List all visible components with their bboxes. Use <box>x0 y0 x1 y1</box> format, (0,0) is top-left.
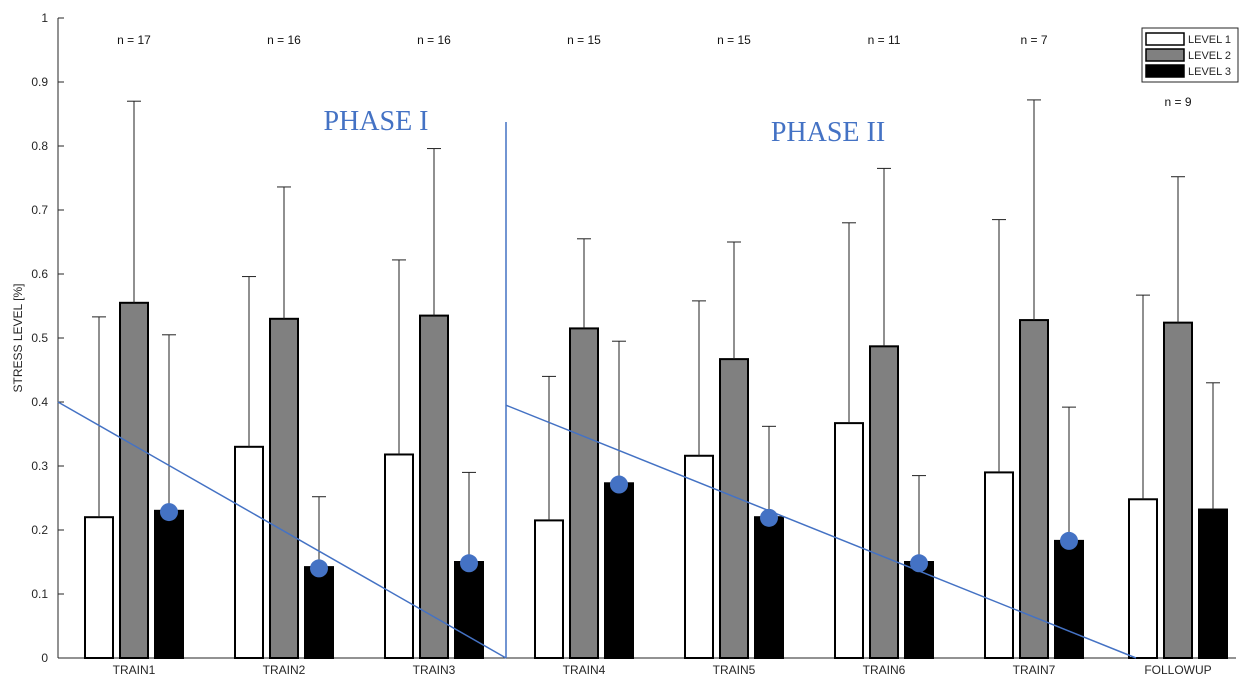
x-tick-label: TRAIN7 <box>1013 663 1056 677</box>
bar-level-1-train7 <box>984 471 1014 659</box>
y-tick-label: 0.7 <box>31 203 48 217</box>
bar-level-1-train1 <box>84 516 114 660</box>
bar-level-3-train1 <box>154 509 184 659</box>
x-tick-label: FOLLOWUP <box>1144 663 1211 677</box>
legend: LEVEL 1 LEVEL 2 LEVEL 3 <box>1141 27 1239 83</box>
bar-level-2-train6 <box>869 345 899 659</box>
legend-swatch <box>1145 64 1185 78</box>
x-tick-label: TRAIN1 <box>113 663 156 677</box>
bar-level-3-train5 <box>754 516 784 660</box>
trend-overlay <box>57 122 1137 659</box>
x-tick-label: TRAIN5 <box>713 663 756 677</box>
sample-size-label: n = 15 <box>567 33 601 47</box>
y-axis-label: STRESS LEVEL [%] <box>11 284 25 393</box>
x-tick-label: TRAIN2 <box>263 663 306 677</box>
trend-line-phase-1 <box>57 401 507 659</box>
marker-train6 <box>910 554 928 573</box>
trend-line-phase-2 <box>505 404 1137 659</box>
y-tick-label: 0 <box>41 651 48 665</box>
bar-level-3-train4 <box>604 482 634 659</box>
sample-size-label: n = 16 <box>267 33 301 47</box>
legend-swatch <box>1145 32 1185 46</box>
label-layer: n = 17 n = 16 n = 16 n = 15 n = 15 n = 11 n = … <box>117 33 1192 148</box>
bar-level-2-train2 <box>269 317 299 659</box>
bar-level-2-train7 <box>1019 319 1049 659</box>
bar-level-3-train2 <box>304 566 334 659</box>
sample-size-label: n = 15 <box>717 33 751 47</box>
chart-axes: 0 0.1 0.2 0.3 0.4 0.5 0.6 0.7 0.8 0.9 1 STRESS LEVE… <box>11 11 1236 677</box>
y-tick-label: 0.9 <box>31 75 48 89</box>
x-tick-label: TRAIN3 <box>413 663 456 677</box>
marker-train2 <box>310 559 328 578</box>
marker-train1 <box>160 503 178 522</box>
y-tick-label: 0.1 <box>31 587 48 601</box>
bar-level-3-train6 <box>904 561 934 659</box>
legend-entry-label: LEVEL 3 <box>1188 66 1231 78</box>
sample-size-label: n = 17 <box>117 33 151 47</box>
y-tick-label: 1 <box>41 11 48 25</box>
bar-level-2-followup <box>1163 321 1193 659</box>
bar-level-1-followup <box>1128 498 1158 659</box>
marker-train5 <box>760 508 778 527</box>
y-tick-label: 0.4 <box>31 395 48 409</box>
bar-level-2-train5 <box>719 358 749 659</box>
bar-level-3-followup <box>1198 508 1228 659</box>
bar-level-2-train3 <box>419 314 449 659</box>
legend-entry-label: LEVEL 1 <box>1188 34 1231 46</box>
bar-level-2-train1 <box>119 301 149 659</box>
y-tick-label: 0.3 <box>31 459 48 473</box>
marker-train3 <box>460 554 478 573</box>
sample-size-label: n = 7 <box>1020 33 1047 47</box>
bar-level-1-train3 <box>384 453 414 660</box>
sample-size-label: n = 11 <box>868 33 901 47</box>
error-bar-layer <box>92 99 1220 568</box>
bar-level-3-train3 <box>454 561 484 659</box>
phase-1-label: PHASE I <box>323 106 428 137</box>
y-tick-label: 0.5 <box>31 331 48 345</box>
legend-swatch <box>1145 48 1185 62</box>
x-tick-label: TRAIN4 <box>563 663 606 677</box>
legend-entry-label: LEVEL 2 <box>1188 50 1231 62</box>
y-tick-label: 0.6 <box>31 267 48 281</box>
marker-train4 <box>610 475 628 494</box>
y-tick-label: 0.8 <box>31 139 48 153</box>
sample-size-label: n = 16 <box>417 33 451 47</box>
bar-level-1-train2 <box>234 445 264 659</box>
bar-level-1-train4 <box>534 519 564 660</box>
bar-level-1-train6 <box>834 422 864 659</box>
x-tick-label: TRAIN6 <box>863 663 906 677</box>
bar-level-3-train7 <box>1054 539 1084 660</box>
marker-train7 <box>1060 531 1078 550</box>
bar-level-2-train4 <box>569 327 599 659</box>
phase-2-label: PHASE II <box>771 117 885 148</box>
bar-layer <box>84 301 1228 660</box>
y-tick-label: 0.2 <box>31 523 48 537</box>
sample-size-label: n = 9 <box>1164 95 1191 109</box>
